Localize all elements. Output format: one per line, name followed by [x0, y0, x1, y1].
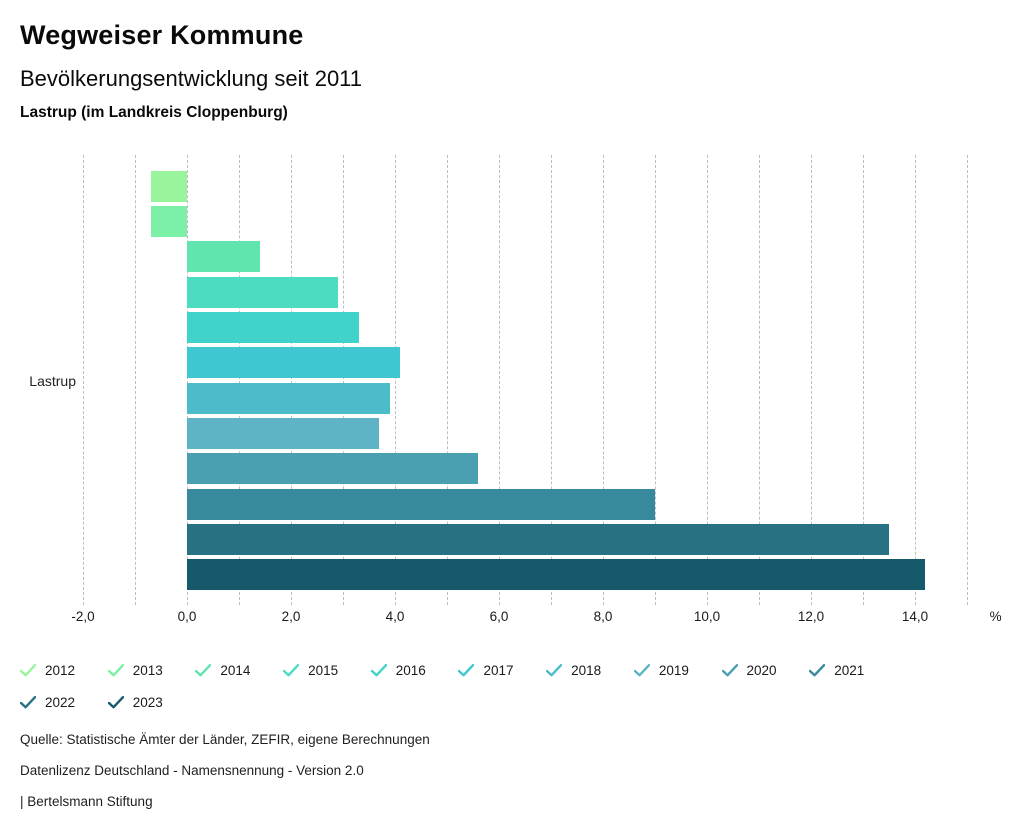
- legend-item-2013[interactable]: 2013: [107, 654, 196, 686]
- legend-item-label: 2019: [658, 662, 689, 678]
- legend-check-icon: [107, 663, 124, 676]
- gridline: [82, 155, 84, 605]
- bar-2012[interactable]: [150, 170, 187, 202]
- footer-source: Quelle: Statistische Ämter der Länder, Z…: [20, 732, 430, 747]
- footer-license: Datenlizenz Deutschland - Namensnennung …: [20, 763, 364, 778]
- legend-item-2015[interactable]: 2015: [283, 654, 371, 686]
- gridline: [238, 155, 240, 605]
- legend-check-icon: [195, 663, 212, 676]
- legend-item-2014[interactable]: 2014: [195, 654, 283, 686]
- gridline: [446, 155, 448, 605]
- legend-check-icon: [20, 663, 36, 676]
- gridline: [342, 155, 344, 605]
- bar-2017[interactable]: [187, 347, 401, 379]
- x-tick-label: -2,0: [71, 609, 95, 624]
- legend-item-2018[interactable]: 2018: [546, 654, 634, 686]
- bar-2023[interactable]: [187, 559, 926, 591]
- legend-item-label: 2015: [308, 662, 339, 678]
- legend-item-2020[interactable]: 2020: [721, 654, 810, 686]
- x-tick-label: 6,0: [489, 609, 509, 624]
- x-tick-label: 8,0: [593, 609, 613, 624]
- legend-item-label: 2012: [45, 662, 76, 678]
- legend-item-label: 2013: [132, 662, 163, 678]
- gridline: [966, 155, 968, 605]
- y-axis-group-label: Lastrup: [29, 373, 76, 389]
- legend-check-icon: [107, 695, 124, 708]
- gridline: [290, 155, 292, 605]
- x-tick-label: 2,0: [281, 609, 301, 624]
- chart-legend: 2012 2013 2014 2015 2016 2017 2018 2019 2020 2021…: [20, 654, 900, 718]
- x-axis-unit-label: %: [989, 609, 1002, 624]
- legend-item-label: 2022: [45, 694, 76, 710]
- legend-item-label: 2020: [746, 662, 777, 678]
- bar-2016[interactable]: [187, 312, 359, 344]
- legend-item-2022[interactable]: 2022: [20, 686, 108, 718]
- legend-check-icon: [633, 663, 650, 676]
- gridline: [186, 155, 188, 605]
- legend-item-label: 2016: [395, 662, 426, 678]
- legend-item-label: 2018: [571, 662, 602, 678]
- gridline: [550, 155, 552, 605]
- x-tick-label: 0,0: [177, 609, 197, 624]
- bar-2019[interactable]: [187, 418, 380, 449]
- legend-item-label: 2014: [220, 662, 251, 678]
- bar-2013[interactable]: [150, 206, 187, 238]
- population-bar-chart: Lastrup -2,0 0,0 2,0 4,0 6,0 8,0 10,0 12,0 14,0%: [29, 155, 1002, 624]
- gridline: [758, 155, 760, 605]
- legend-item-2017[interactable]: 2017: [458, 654, 546, 686]
- bar-2021[interactable]: [187, 488, 655, 520]
- gridline: [394, 155, 396, 605]
- legend-item-2021[interactable]: 2021: [809, 654, 897, 686]
- legend-item-label: 2017: [483, 662, 514, 678]
- legend-item-label: 2023: [132, 694, 163, 710]
- x-tick-label: 4,0: [385, 609, 405, 624]
- gridline: [810, 155, 812, 605]
- legend-item-2016[interactable]: 2016: [370, 654, 459, 686]
- gridline: [134, 155, 136, 605]
- legend-check-icon: [20, 695, 36, 708]
- gridline: [862, 155, 864, 605]
- page-subtitle: Bevölkerungsentwicklung seit 2011: [20, 66, 363, 91]
- gridline: [498, 155, 500, 605]
- bar-2014[interactable]: [187, 241, 260, 273]
- bar-2018[interactable]: [187, 382, 390, 414]
- x-tick-label: 10,0: [693, 609, 721, 624]
- x-tick-label: 12,0: [797, 609, 825, 624]
- legend-check-icon: [370, 663, 387, 676]
- legend-check-icon: [721, 663, 738, 676]
- x-tick-label: 14,0: [901, 609, 929, 624]
- legend-check-icon: [283, 663, 300, 676]
- region-title: Lastrup (im Landkreis Cloppenburg): [20, 104, 288, 121]
- gridline: [602, 155, 604, 605]
- footer-attribution: | Bertelsmann Stiftung: [20, 794, 153, 809]
- legend-item-2023[interactable]: 2023: [107, 686, 196, 718]
- legend-item-label: 2021: [834, 662, 865, 678]
- legend-check-icon: [809, 663, 826, 676]
- bar-2020[interactable]: [187, 453, 479, 485]
- page-title: Wegweiser Kommune: [20, 20, 304, 50]
- legend-item-2012[interactable]: 2012: [20, 654, 108, 686]
- legend-item-2019[interactable]: 2019: [633, 654, 722, 686]
- bar-2022[interactable]: [187, 524, 889, 555]
- legend-check-icon: [546, 663, 563, 676]
- gridline: [914, 155, 916, 605]
- gridline: [706, 155, 708, 605]
- legend-check-icon: [458, 663, 475, 676]
- gridline: [654, 155, 656, 605]
- bar-2015[interactable]: [187, 276, 338, 308]
